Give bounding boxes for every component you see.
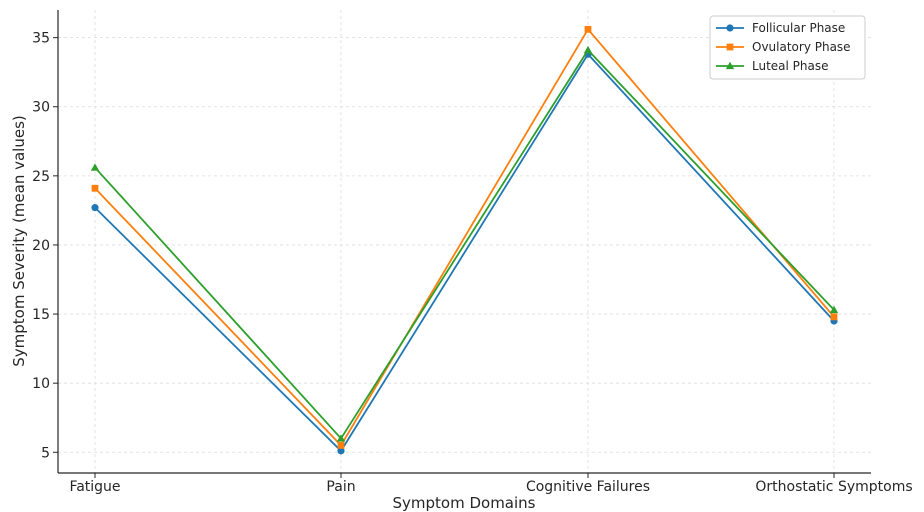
legend-label: Luteal Phase bbox=[752, 59, 829, 73]
x-tick-label: Pain bbox=[326, 479, 355, 495]
x-ticks: Fatigue Pain Cognitive Failures Orthostatic… bbox=[69, 473, 913, 495]
series-line bbox=[94, 52, 835, 453]
x-tick-label: Orthostatic Symptoms bbox=[755, 479, 912, 495]
grid bbox=[58, 10, 871, 473]
x-tick-label: Fatigue bbox=[69, 479, 120, 495]
y-tick-label: 15 bbox=[32, 307, 50, 323]
y-tick-label: 10 bbox=[32, 376, 50, 392]
y-tick-label: 35 bbox=[32, 31, 50, 47]
data-point bbox=[337, 447, 345, 455]
legend-label: Follicular Phase bbox=[752, 21, 845, 35]
legend-marker bbox=[726, 24, 734, 32]
y-tick-label: 30 bbox=[32, 100, 50, 116]
y-tick-label: 25 bbox=[32, 169, 50, 185]
x-axis-label: Symptom Domains bbox=[393, 494, 536, 512]
data-point bbox=[583, 45, 593, 54]
data-point bbox=[90, 163, 100, 171]
data-point bbox=[829, 305, 839, 314]
data-point bbox=[830, 313, 838, 321]
data-point bbox=[91, 204, 99, 212]
data-point bbox=[337, 441, 345, 449]
legend-label: Ovulatory Phase bbox=[752, 40, 851, 54]
series bbox=[90, 25, 839, 455]
series-square bbox=[91, 25, 838, 449]
legend-entry: Follicular Phase bbox=[716, 21, 845, 35]
legend-box bbox=[709, 15, 866, 80]
data-point bbox=[336, 434, 346, 442]
legend: Follicular Phase Ovulatory Phase Luteal Ph… bbox=[709, 15, 866, 80]
series-line bbox=[94, 48, 835, 440]
y-tick-label: 20 bbox=[32, 238, 50, 254]
legend-entry: Ovulatory Phase bbox=[716, 40, 851, 54]
legend-entry: Luteal Phase bbox=[716, 59, 829, 73]
axes bbox=[57, 10, 871, 474]
legend-marker bbox=[726, 43, 734, 51]
y-axis-label: Symptom Severity (mean values) bbox=[10, 115, 28, 366]
series-circle bbox=[91, 50, 838, 455]
series-triangle bbox=[90, 45, 839, 442]
x-tick-label: Cognitive Failures bbox=[526, 479, 650, 495]
legend-marker bbox=[725, 61, 735, 70]
series-line bbox=[94, 27, 835, 447]
data-point bbox=[91, 184, 99, 192]
y-tick-label: 5 bbox=[41, 445, 50, 461]
y-ticks: 5 10 15 20 25 30 35 bbox=[32, 31, 58, 461]
data-point bbox=[584, 25, 592, 33]
